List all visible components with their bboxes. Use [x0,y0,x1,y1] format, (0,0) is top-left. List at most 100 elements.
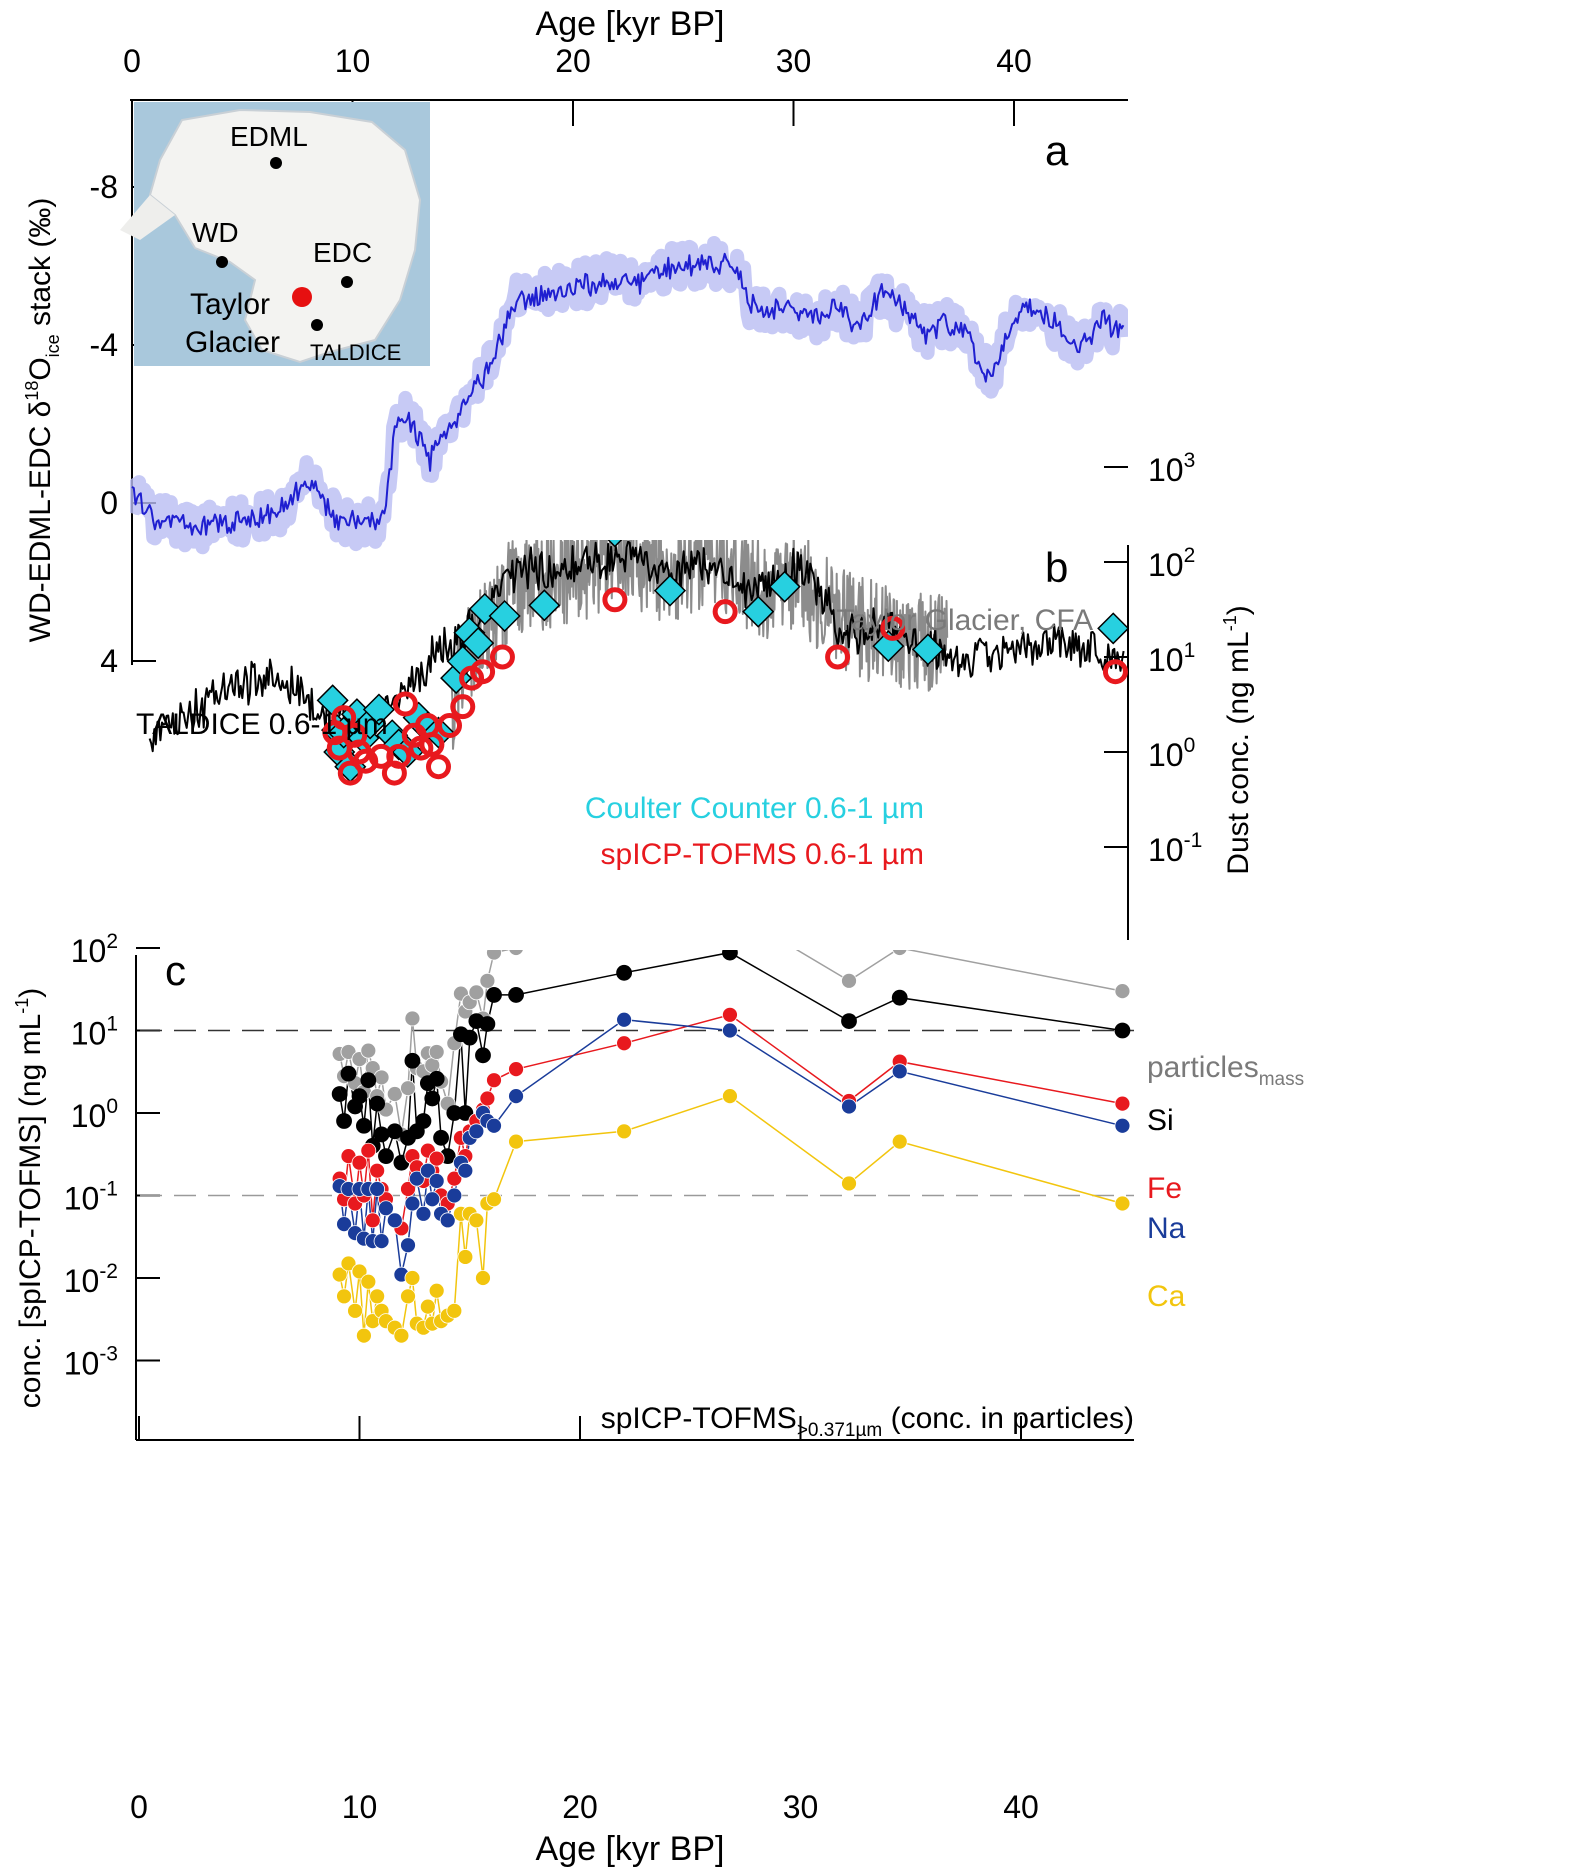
c-point-si [351,1088,368,1105]
c-point-ca [475,1270,491,1286]
c-point-fe [400,1181,416,1197]
site-taldice-label: TALDICE [310,340,401,365]
a-series-line [131,252,1125,536]
c-point-na [373,1233,390,1250]
coulter-counter-point [468,592,501,626]
c-point-particles [841,972,857,989]
top-axis-title: Age [kyr BP] [536,5,725,43]
c-point-si [461,1029,478,1046]
c-point-ca [891,1133,908,1150]
b-series-taldice [148,540,1125,753]
c-point-si [891,989,908,1006]
c-point-ca [404,1270,421,1286]
c-point-ca [369,1288,386,1305]
spicp-tofms-point [880,615,906,641]
c-point-ca [1114,1195,1131,1212]
spicp-tofms-point [450,694,476,720]
site-taylor-label: Taylor [190,288,270,321]
c-x-tick-label-10: 10 [342,1789,378,1825]
c-point-particles [479,972,496,989]
c-point-na [722,1022,738,1039]
inset-map: EDML WD EDC Taylor Glacier TALDICE [120,102,430,366]
spicp-tofms-point [331,705,357,731]
c-point-ca [722,1088,738,1105]
spicp-tofms-point [470,659,496,685]
c-x-axis-title: Age [kyr BP] [536,1830,725,1868]
c-point-ca [393,1327,410,1344]
c-point-na [424,1191,441,1208]
c-point-fe [351,1154,368,1171]
c-point-si [336,1113,352,1129]
c-point-ca [468,1212,485,1229]
c-point-ca [356,1327,372,1344]
c-point-na [439,1212,456,1229]
c-point-si [404,1052,421,1069]
c-point-si [475,1047,491,1064]
c-point-fe [1114,1095,1131,1112]
c-point-si [369,1095,386,1112]
top-axis-ticks: 0 10 20 30 40 [123,43,1032,126]
c-point-si [433,1129,449,1146]
top-tick-label-10: 10 [335,43,371,79]
site-wd-label: WD [192,217,239,248]
site-taylor-glacier-marker [292,287,312,307]
c-y-axis-title: conc. [spICP-TOFMS] (ng mL-1) [12,988,47,1409]
c-point-particles [404,1010,421,1027]
c-point-particles [486,950,502,961]
c-x-tick-label-30: 30 [783,1789,819,1825]
c-series-group [331,902,1131,1344]
c-point-fe [479,1090,496,1107]
c-series-label-ca: Ca [1147,1280,1186,1313]
c-point-ca [486,1191,502,1208]
site-edml-label: EDML [230,121,308,152]
a-y-tick-label-2: 0 [100,485,118,521]
c-series-label-si: Si [1147,1104,1174,1137]
c-series-label-na: Na [1147,1212,1186,1245]
c-point-particles [400,1080,416,1097]
spicp-tofms-point [437,713,463,739]
c-y-tick-label-0: 102 [71,930,118,969]
c-x-tick-label-40: 40 [1003,1789,1039,1825]
c-point-si [331,1086,348,1102]
b-y-tick-label-1: 102 [1148,544,1195,583]
coulter-counter-point [422,716,455,749]
c-point-ca [446,1302,463,1319]
c-point-na [415,1205,432,1222]
c-point-na [336,1216,352,1233]
c-point-si [841,1013,857,1029]
spicp-tofms-point [353,748,379,774]
c-point-na [468,1123,485,1140]
c-point-particles [722,902,737,917]
coulter-counter-point [768,570,801,603]
site-edc-marker [341,276,353,288]
c-point-ca [841,1175,857,1192]
c-point-si [457,1105,474,1121]
c-point-si [386,1123,403,1140]
b-annotation-taylor-glacier: Taylor Glacier, CFA [836,604,1093,637]
panel-label-b: b [1045,544,1068,591]
c-point-si [340,1065,357,1082]
spicp-tofms-point [1102,659,1128,685]
c-point-na [408,1170,425,1187]
c-point-particles [340,1044,357,1060]
c-y-tick-label-3: 10-1 [64,1178,118,1217]
c-point-si [616,964,632,981]
top-tick-label-0: 0 [123,43,141,79]
b-y-tick-label-3: 100 [1148,734,1195,773]
c-point-particles [617,912,632,927]
coulter-counter-point [607,540,623,548]
site-glacier-label: Glacier [185,326,280,359]
c-point-ca [331,1266,348,1283]
c-series-line-ca [338,1095,1123,1338]
c-series-line-na [338,1018,1123,1275]
coulter-counter-point [528,589,561,622]
c-point-si [360,1072,377,1089]
c-point-ca [419,1298,436,1315]
panel-a: Age [kyr BP] 0 10 20 30 40 -8 -4 0 4 WD-EDML-ED… [22,5,1128,679]
spicp-tofms-point [825,644,851,670]
a-y-tick-label-3: 4 [100,643,118,679]
c-reference-lines [140,1029,1134,1197]
c-point-na [369,1181,386,1197]
b-y-tick-label-2: 101 [1148,639,1195,678]
